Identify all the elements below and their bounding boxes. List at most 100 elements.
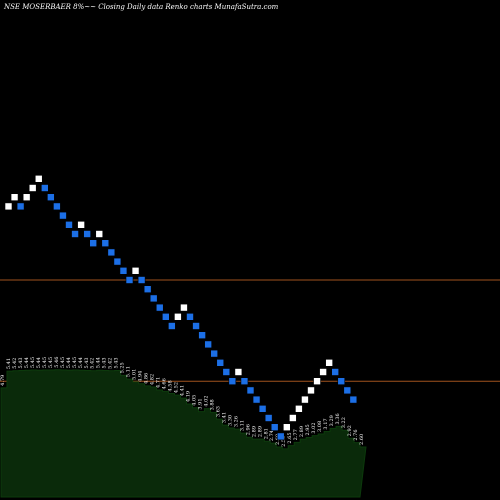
volume-label-31: 4.19	[185, 391, 191, 402]
renko-brick-4	[28, 184, 37, 192]
renko-brick-49	[301, 395, 309, 404]
renko-brick-1	[10, 193, 19, 201]
volume-label-29: 4.52	[174, 382, 180, 393]
volume-label-58: 2.92	[347, 425, 353, 436]
volume-label-19: 5.43	[114, 357, 120, 368]
volume-area-path	[0, 369, 367, 498]
volume-label-7: 5.45	[42, 357, 48, 368]
renko-brick-34	[210, 349, 218, 358]
renko-brick-40	[246, 386, 255, 395]
volume-label-43: 2.89	[257, 426, 263, 437]
renko-brick-25	[155, 303, 164, 312]
renko-brick-48	[295, 404, 303, 413]
renko-brick-53	[325, 358, 333, 367]
renko-brick-3	[22, 193, 31, 201]
volume-label-18: 5.42	[108, 358, 114, 369]
volume-label-35: 3.88	[209, 399, 215, 410]
renko-brick-13	[83, 230, 91, 238]
volume-label-41: 2.96	[245, 424, 251, 435]
renko-brick-24	[149, 294, 158, 303]
renko-brick-11	[71, 230, 79, 238]
volume-label-53: 3.08	[317, 421, 323, 432]
volume-label-48: 2.65	[287, 432, 293, 443]
volume-label-34: 4.02	[203, 395, 209, 406]
volume-label-3: 5.43	[18, 357, 24, 368]
volume-label-40: 3.11	[239, 420, 245, 431]
volume-label-45: 2.74	[269, 430, 275, 441]
volume-label-9: 5.46	[54, 357, 60, 368]
volume-label-15: 5.42	[90, 358, 96, 369]
renko-brick-19	[119, 266, 128, 275]
renko-brick-46	[282, 423, 291, 432]
renko-brick-44	[270, 423, 279, 432]
renko-brick-7	[47, 193, 55, 201]
renko-brick-43	[264, 414, 273, 422]
volume-label-50: 2.89	[299, 426, 305, 437]
renko-brick-2	[16, 202, 25, 211]
renko-brick-42	[258, 404, 267, 413]
renko-brick-30	[186, 312, 194, 321]
renko-bricks	[4, 175, 358, 441]
renko-brick-27	[168, 322, 176, 330]
volume-label-52: 3.02	[311, 422, 317, 433]
renko-brick-51	[313, 377, 321, 386]
renko-brick-55	[337, 377, 346, 386]
renko-brick-47	[289, 414, 297, 422]
volume-label-5: 5.45	[30, 357, 36, 368]
volume-label-6: 5.44	[36, 357, 42, 368]
renko-brick-38	[234, 368, 243, 376]
renko-brick-5	[34, 175, 43, 183]
renko-brick-20	[125, 276, 134, 284]
volume-label-20: 5.25	[120, 362, 126, 373]
renko-brick-6	[40, 184, 49, 192]
volume-label-54: 3.17	[323, 418, 329, 429]
volume-label-57: 3.22	[341, 417, 347, 428]
volume-label-0: 4.79	[0, 375, 6, 386]
renko-brick-10	[65, 221, 73, 229]
volume-label-59: 2.76	[353, 429, 359, 440]
volume-label-60: 2.60	[359, 434, 365, 445]
volume-area	[0, 369, 367, 498]
volume-label-12: 5.45	[72, 357, 78, 368]
volume-label-24: 4.86	[144, 373, 150, 384]
renko-brick-33	[204, 340, 212, 349]
renko-brick-36	[222, 368, 231, 376]
renko-brick-0	[4, 202, 13, 211]
volume-label-16: 5.44	[96, 357, 102, 368]
volume-label-37: 3.41	[221, 412, 227, 423]
renko-brick-15	[95, 230, 104, 238]
volume-label-10: 5.45	[60, 357, 66, 368]
renko-brick-21	[131, 266, 140, 275]
renko-brick-16	[101, 239, 110, 247]
volume-label-47: 2.53	[281, 436, 287, 447]
volume-label-32: 4.05	[191, 395, 197, 406]
volume-label-1: 5.41	[6, 358, 12, 369]
volume-label-36: 3.63	[215, 406, 221, 417]
volume-label-33: 3.91	[197, 398, 203, 409]
volume-label-25: 4.82	[150, 374, 156, 385]
volume-label-27: 4.66	[162, 378, 168, 389]
volume-label-28: 4.58	[168, 380, 174, 391]
volume-label-13: 5.44	[78, 357, 84, 368]
renko-brick-29	[180, 303, 188, 312]
volume-label-26: 4.71	[156, 377, 162, 388]
volume-label-49: 2.77	[293, 429, 299, 440]
renko-brick-39	[240, 377, 249, 386]
renko-brick-18	[113, 257, 122, 266]
renko-brick-12	[77, 221, 85, 229]
renko-brick-28	[174, 312, 182, 321]
volume-label-8: 5.45	[48, 357, 54, 368]
renko-brick-23	[143, 285, 152, 294]
renko-brick-22	[137, 276, 146, 284]
volume-label-11: 5.44	[66, 357, 72, 368]
chart-title: NSE MOSERBAER 8%~~ Closing Daily data Re…	[3, 3, 279, 11]
renko-brick-14	[89, 239, 97, 247]
renko-brick-54	[331, 368, 340, 376]
renko-brick-37	[228, 377, 237, 386]
renko-brick-9	[59, 211, 67, 220]
volume-label-21: 5.11	[126, 366, 132, 377]
volume-label-30: 4.41	[180, 385, 186, 396]
volume-label-2: 5.42	[12, 358, 18, 369]
volume-label-56: 3.36	[335, 413, 341, 424]
